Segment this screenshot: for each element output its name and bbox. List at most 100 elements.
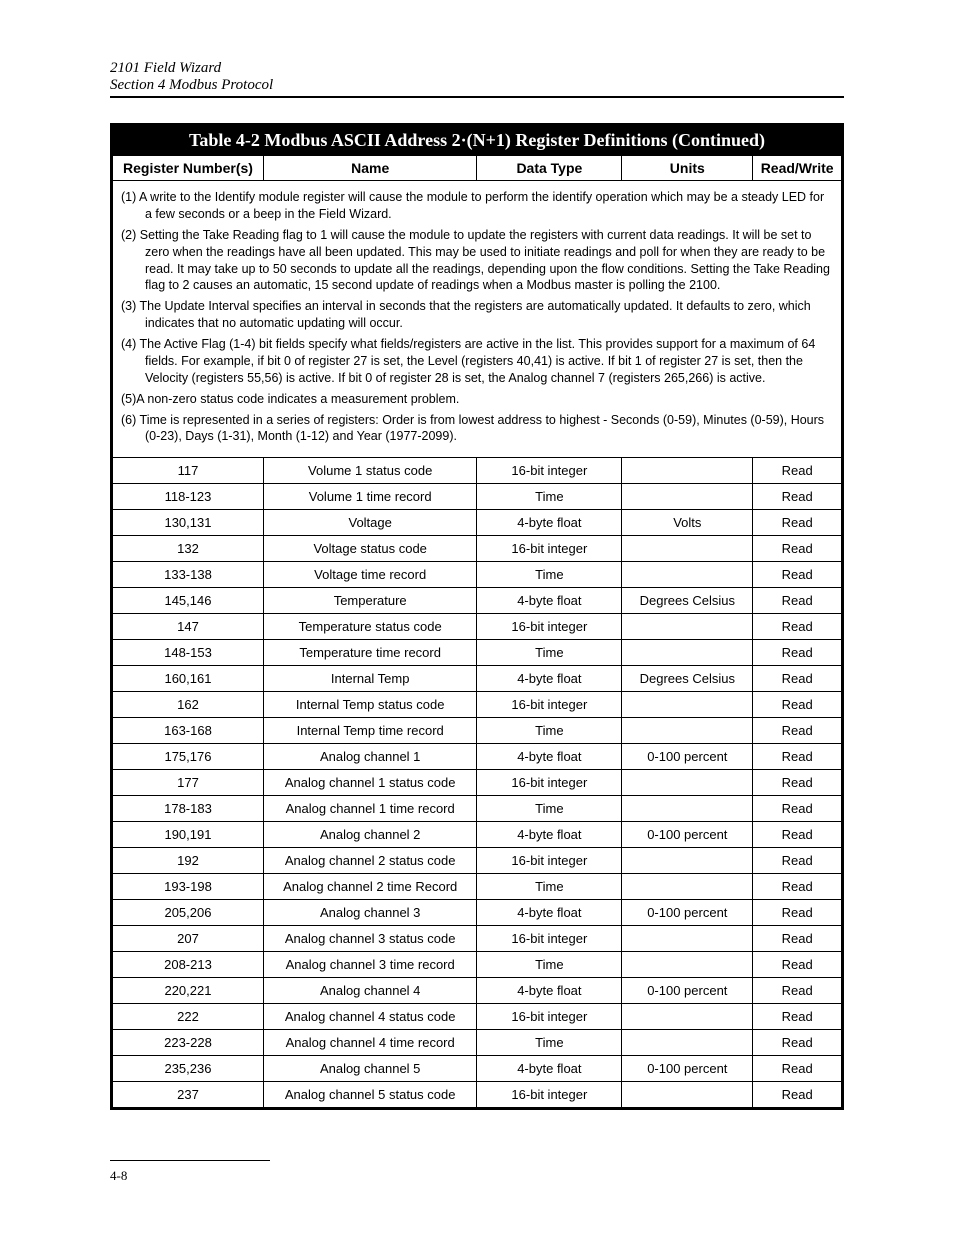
table-cell-units: 0-100 percent xyxy=(622,978,753,1004)
table-header-row: Register Number(s) Name Data Type Units … xyxy=(112,156,843,181)
table-cell-name: Temperature time record xyxy=(263,640,476,666)
table-cell-reg: 178-183 xyxy=(112,796,264,822)
table-cell-rw: Read xyxy=(753,562,843,588)
table-row: 177Analog channel 1 status code16-bit in… xyxy=(112,770,843,796)
table-cell-reg: 130,131 xyxy=(112,510,264,536)
table-cell-units xyxy=(622,1082,753,1109)
table-cell-dt: Time xyxy=(477,952,622,978)
table-cell-dt: Time xyxy=(477,562,622,588)
table-cell-reg: 145,146 xyxy=(112,588,264,614)
table-cell-dt: 4-byte float xyxy=(477,822,622,848)
col-header-datatype: Data Type xyxy=(477,156,622,181)
table-cell-dt: 16-bit integer xyxy=(477,1082,622,1109)
table-row: 132Voltage status code16-bit integerRead xyxy=(112,536,843,562)
table-cell-reg: 162 xyxy=(112,692,264,718)
table-cell-dt: Time xyxy=(477,640,622,666)
table-row: 222Analog channel 4 status code16-bit in… xyxy=(112,1004,843,1030)
col-header-name: Name xyxy=(263,156,476,181)
table-cell-name: Internal Temp xyxy=(263,666,476,692)
table-cell-reg: 117 xyxy=(112,458,264,484)
table-cell-dt: 4-byte float xyxy=(477,900,622,926)
table-row: 178-183Analog channel 1 time recordTimeR… xyxy=(112,796,843,822)
table-cell-dt: 16-bit integer xyxy=(477,614,622,640)
table-row: 130,131Voltage4-byte floatVoltsRead xyxy=(112,510,843,536)
table-cell-name: Voltage status code xyxy=(263,536,476,562)
table-cell-reg: 133-138 xyxy=(112,562,264,588)
table-row: 237Analog channel 5 status code16-bit in… xyxy=(112,1082,843,1109)
table-row: 145,146Temperature4-byte floatDegrees Ce… xyxy=(112,588,843,614)
table-cell-rw: Read xyxy=(753,1082,843,1109)
table-cell-name: Internal Temp time record xyxy=(263,718,476,744)
table-cell-units xyxy=(622,640,753,666)
table-cell-units xyxy=(622,952,753,978)
table-cell-rw: Read xyxy=(753,1056,843,1082)
table-cell-name: Analog channel 2 time Record xyxy=(263,874,476,900)
table-cell-units xyxy=(622,848,753,874)
table-note: (2) Setting the Take Reading flag to 1 w… xyxy=(121,227,833,295)
table-cell-rw: Read xyxy=(753,770,843,796)
table-cell-dt: 4-byte float xyxy=(477,1056,622,1082)
table-cell-reg: 163-168 xyxy=(112,718,264,744)
table-cell-rw: Read xyxy=(753,1004,843,1030)
table-cell-reg: 148-153 xyxy=(112,640,264,666)
table-cell-units xyxy=(622,796,753,822)
table-cell-dt: Time xyxy=(477,718,622,744)
table-cell-dt: Time xyxy=(477,874,622,900)
table-cell-units xyxy=(622,1030,753,1056)
header-section: Section 4 Modbus Protocol xyxy=(110,77,844,94)
table-cell-name: Analog channel 1 status code xyxy=(263,770,476,796)
table-cell-dt: 16-bit integer xyxy=(477,770,622,796)
table-cell-rw: Read xyxy=(753,588,843,614)
table-row: 190,191Analog channel 24-byte float0-100… xyxy=(112,822,843,848)
table-cell-dt: 16-bit integer xyxy=(477,458,622,484)
table-cell-units: 0-100 percent xyxy=(622,744,753,770)
table-cell-rw: Read xyxy=(753,822,843,848)
table-cell-units xyxy=(622,718,753,744)
table-row: 147Temperature status code16-bit integer… xyxy=(112,614,843,640)
table-cell-reg: 132 xyxy=(112,536,264,562)
table-row: 160,161Internal Temp4-byte floatDegrees … xyxy=(112,666,843,692)
table-cell-name: Analog channel 3 xyxy=(263,900,476,926)
table-row: 205,206Analog channel 34-byte float0-100… xyxy=(112,900,843,926)
table-cell-rw: Read xyxy=(753,458,843,484)
table-cell-name: Analog channel 3 time record xyxy=(263,952,476,978)
table-cell-reg: 220,221 xyxy=(112,978,264,1004)
table-cell-rw: Read xyxy=(753,484,843,510)
table-row: 192Analog channel 2 status code16-bit in… xyxy=(112,848,843,874)
table-cell-units: 0-100 percent xyxy=(622,1056,753,1082)
table-row: 207Analog channel 3 status code16-bit in… xyxy=(112,926,843,952)
table-cell-units: Degrees Celsius xyxy=(622,666,753,692)
table-cell-units xyxy=(622,874,753,900)
table-cell-rw: Read xyxy=(753,536,843,562)
table-row: 208-213Analog channel 3 time recordTimeR… xyxy=(112,952,843,978)
table-cell-units xyxy=(622,770,753,796)
table-cell-dt: 16-bit integer xyxy=(477,692,622,718)
table-cell-rw: Read xyxy=(753,1030,843,1056)
table-cell-dt: 4-byte float xyxy=(477,588,622,614)
table-cell-rw: Read xyxy=(753,796,843,822)
table-row: 117Volume 1 status code16-bit integerRea… xyxy=(112,458,843,484)
table-row: 235,236Analog channel 54-byte float0-100… xyxy=(112,1056,843,1082)
table-cell-rw: Read xyxy=(753,848,843,874)
table-cell-reg: 237 xyxy=(112,1082,264,1109)
table-cell-name: Analog channel 4 status code xyxy=(263,1004,476,1030)
table-row: 118-123Volume 1 time recordTimeRead xyxy=(112,484,843,510)
table-row: 133-138Voltage time recordTimeRead xyxy=(112,562,843,588)
table-cell-reg: 235,236 xyxy=(112,1056,264,1082)
table-note: (4) The Active Flag (1-4) bit fields spe… xyxy=(121,336,833,387)
page-header: 2101 Field Wizard Section 4 Modbus Proto… xyxy=(110,60,844,98)
table-cell-name: Analog channel 5 xyxy=(263,1056,476,1082)
table-cell-units xyxy=(622,536,753,562)
table-cell-reg: 205,206 xyxy=(112,900,264,926)
table-cell-units xyxy=(622,926,753,952)
col-header-units: Units xyxy=(622,156,753,181)
table-cell-rw: Read xyxy=(753,900,843,926)
table-cell-name: Analog channel 2 status code xyxy=(263,848,476,874)
table-cell-rw: Read xyxy=(753,666,843,692)
table-row: 220,221Analog channel 44-byte float0-100… xyxy=(112,978,843,1004)
table-cell-rw: Read xyxy=(753,874,843,900)
table-cell-reg: 118-123 xyxy=(112,484,264,510)
register-table: Table 4-2 Modbus ASCII Address 2·(N+1) R… xyxy=(110,123,844,1110)
table-row: 148-153Temperature time recordTimeRead xyxy=(112,640,843,666)
footer-divider xyxy=(110,1160,270,1161)
